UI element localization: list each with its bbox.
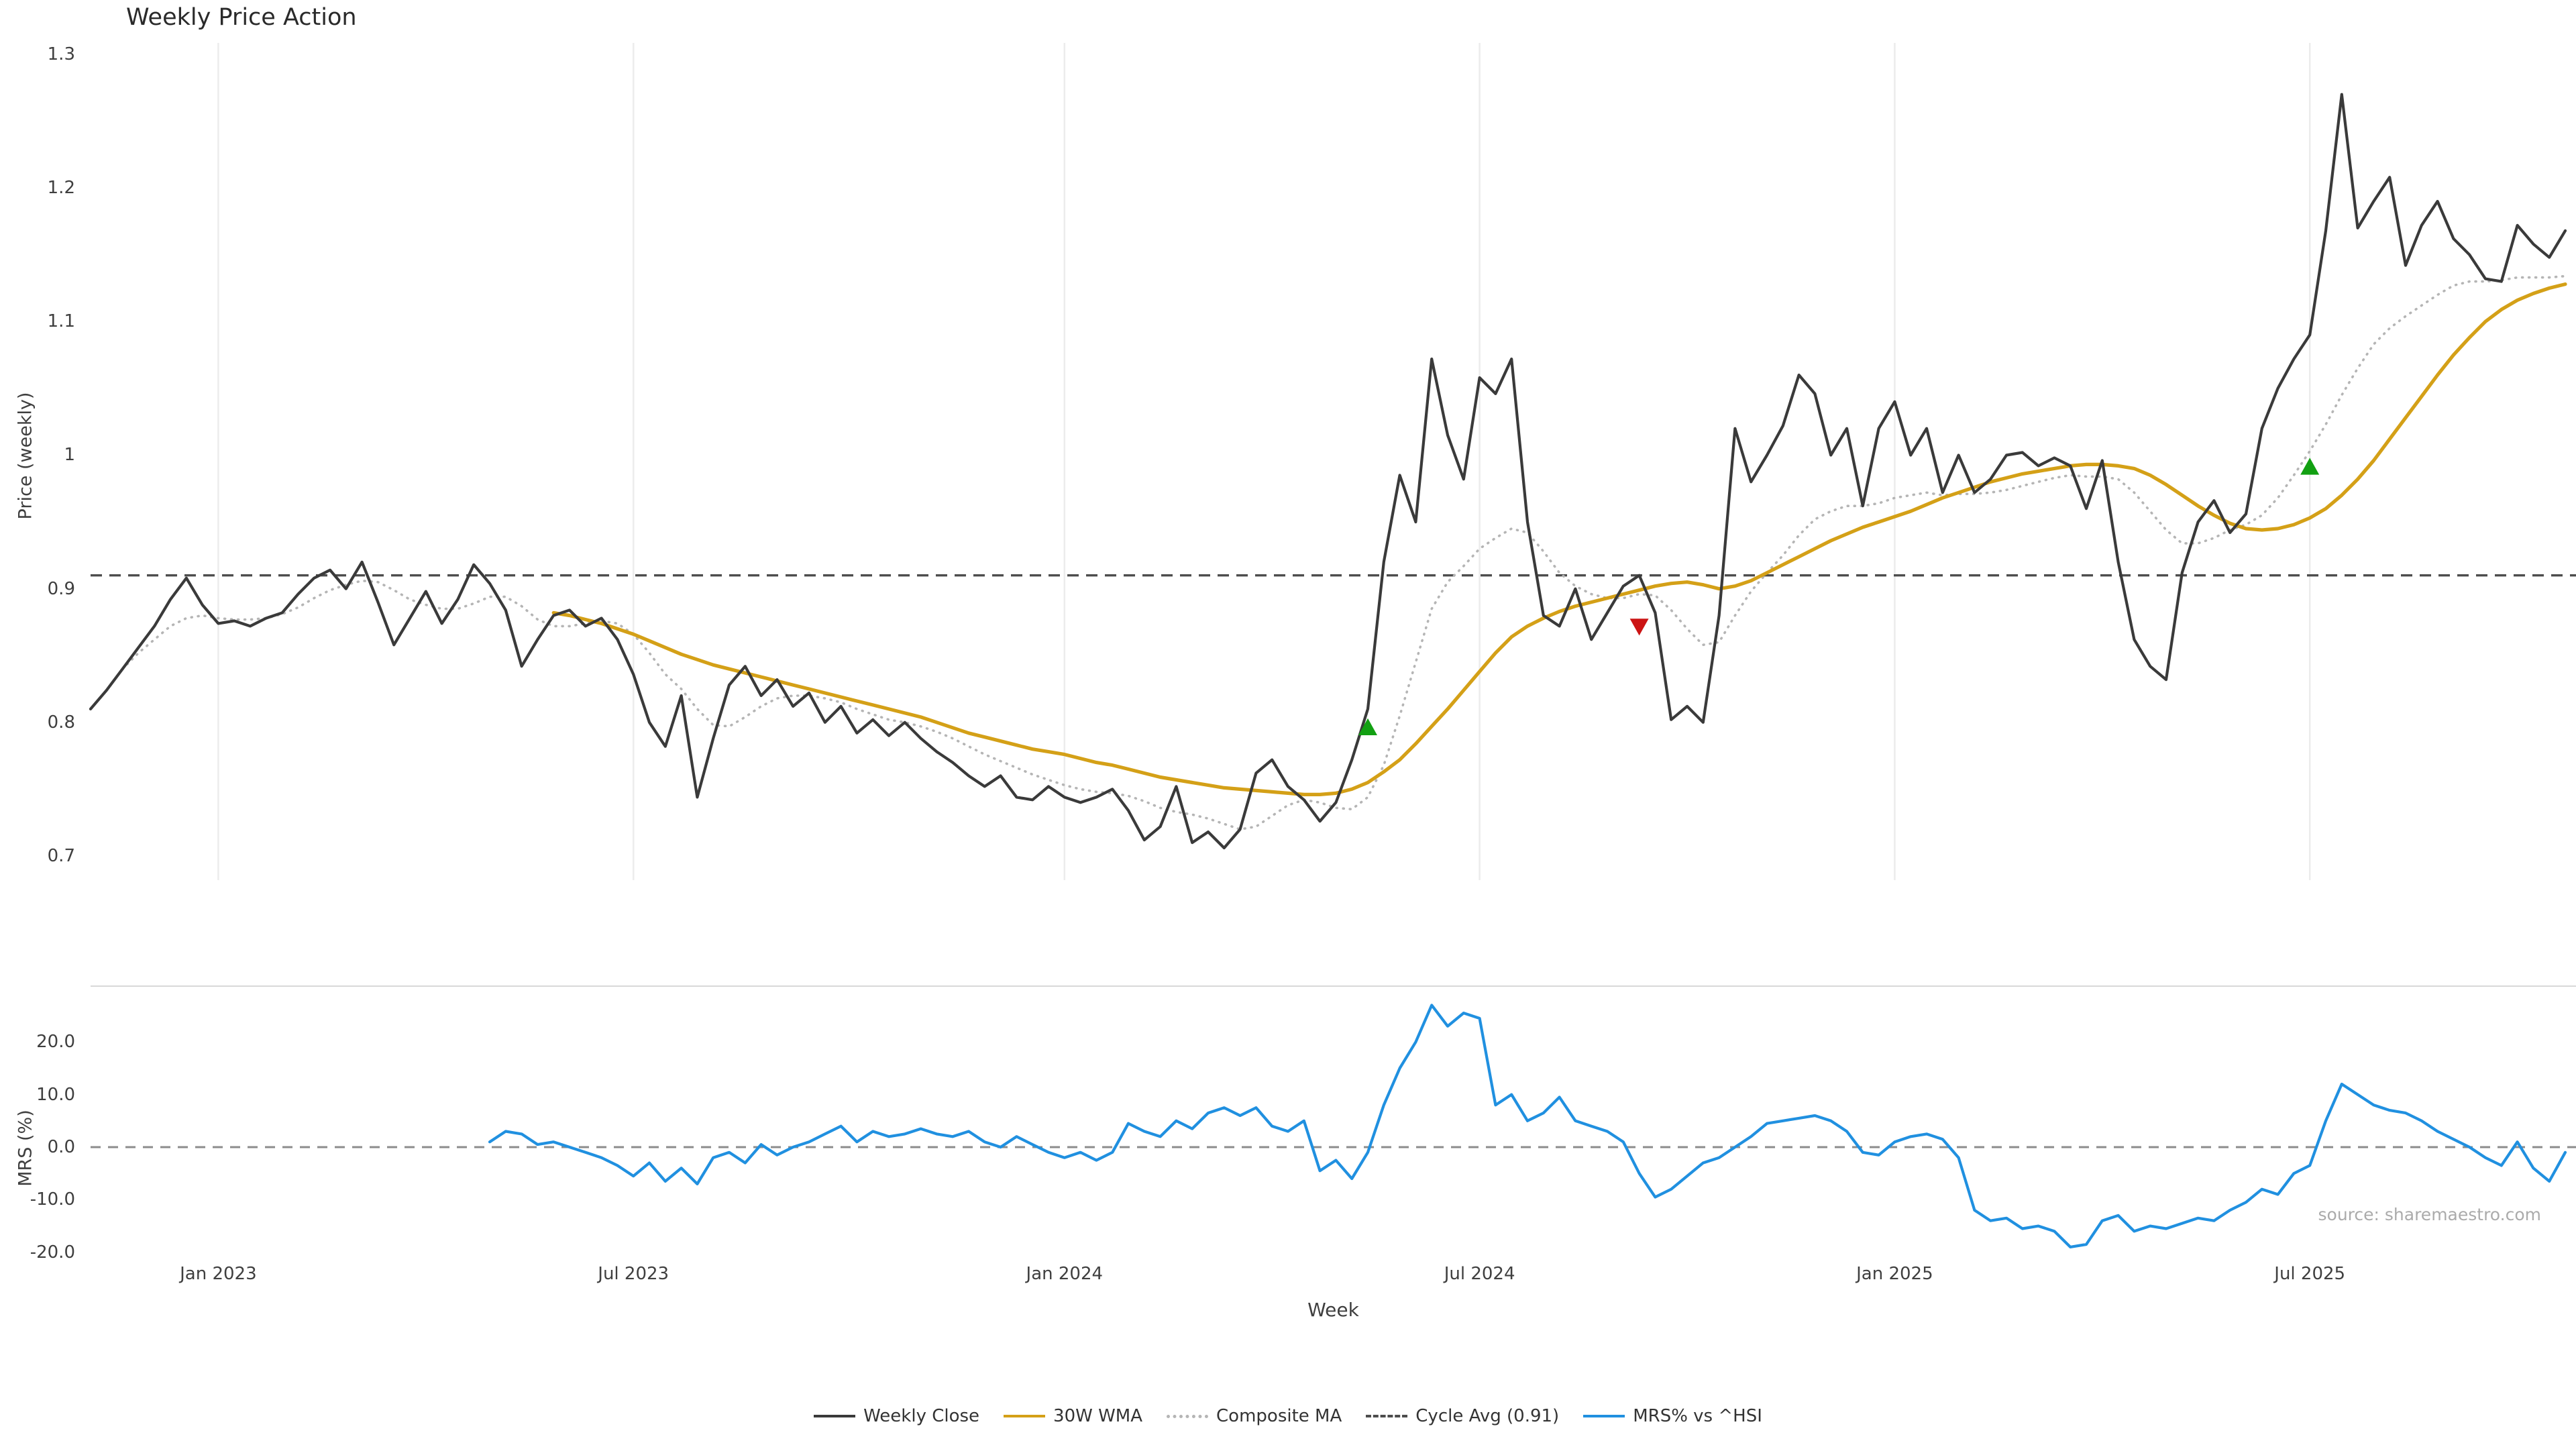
mrs-y-tick-20.0: 20.0 [36, 1032, 75, 1053]
x-tick-jul-2025: Jul 2025 [2274, 1264, 2346, 1284]
price-y-tick-0.9: 0.9 [47, 578, 75, 599]
legend-label-mrs-vs-hsi: MRS% vs ^HSI [1633, 1406, 1762, 1426]
sell-signal-1-marker [1629, 619, 1649, 636]
mrs-y-tick--10.0: -10.0 [30, 1189, 75, 1210]
series-30w-wma [551, 282, 2567, 796]
legend-item-weekly-close: Weekly Close [814, 1406, 979, 1426]
legend-label-cycle-avg: Cycle Avg (0.91) [1415, 1406, 1560, 1426]
price-y-tick-1.3: 1.3 [47, 44, 75, 64]
legend: Weekly Close 30W WMA Composite MA Cycle … [0, 1406, 2576, 1426]
series-weekly-close [89, 93, 2567, 850]
price-y-tick-1: 1 [64, 445, 75, 466]
legend-item-composite-ma: Composite MA [1167, 1406, 1342, 1426]
x-tick-jan-2023: Jan 2023 [180, 1264, 257, 1284]
mrs-y-tick--20.0: -20.0 [30, 1242, 75, 1263]
x-tick-jul-2023: Jul 2023 [598, 1264, 669, 1284]
x-tick-jan-2025: Jan 2025 [1856, 1264, 1933, 1284]
legend-swatch-composite-ma [1167, 1414, 1209, 1418]
legend-label-30w-wma: 30W WMA [1053, 1406, 1143, 1426]
buy-signal-1-marker [1358, 718, 1377, 735]
x-axis-label: Week [1307, 1299, 1359, 1321]
x-tick-jan-2024: Jan 2024 [1026, 1264, 1104, 1284]
legend-swatch-mrs-vs-hsi [1583, 1415, 1625, 1417]
legend-label-composite-ma: Composite MA [1216, 1406, 1342, 1426]
source-attribution: source: sharemaestro.com [2318, 1205, 2542, 1224]
legend-item-cycle-avg: Cycle Avg (0.91) [1366, 1406, 1559, 1426]
mrs-y-tick-0.0: 0.0 [47, 1137, 75, 1157]
legend-swatch-30w-wma [1004, 1415, 1046, 1417]
legend-label-weekly-close: Weekly Close [863, 1406, 980, 1426]
series-mrs-vs-hsi [488, 1004, 2567, 1248]
buy-signal-2-marker [2300, 458, 2320, 475]
legend-swatch-cycle-avg [1366, 1415, 1408, 1417]
legend-item-30w-wma: 30W WMA [1004, 1406, 1142, 1426]
legend-item-mrs-vs-hsi: MRS% vs ^HSI [1583, 1406, 1762, 1426]
price-y-tick-0.7: 0.7 [47, 845, 75, 866]
price-y-tick-0.8: 0.8 [47, 712, 75, 733]
chart-title: Weekly Price Action [126, 4, 357, 31]
series-composite-ma [121, 274, 2567, 830]
mrs-y-tick-10.0: 10.0 [36, 1084, 75, 1105]
x-tick-jul-2024: Jul 2024 [1444, 1264, 1515, 1284]
price-y-tick-1.2: 1.2 [47, 178, 75, 199]
price-y-tick-1.1: 1.1 [47, 311, 75, 332]
legend-swatch-weekly-close [814, 1415, 856, 1417]
